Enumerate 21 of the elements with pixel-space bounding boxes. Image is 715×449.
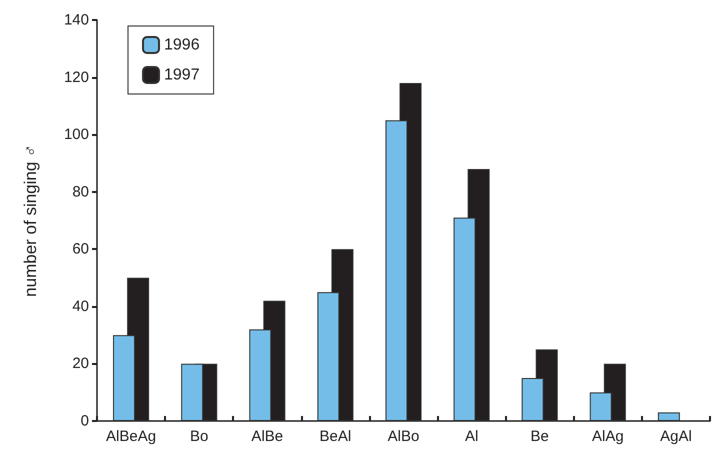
x-tick-label: Bo	[190, 428, 208, 445]
y-tick-label: 120	[64, 68, 89, 86]
bar	[658, 412, 680, 421]
y-tick-label: 80	[72, 183, 89, 200]
y-axis-title: number of singing ♂	[21, 144, 40, 297]
y-tick-label: 60	[72, 240, 89, 258]
legend-label: 1997	[164, 66, 200, 84]
x-tick-label: Be	[530, 428, 549, 445]
x-tick-label: AgAl	[660, 428, 692, 445]
y-tick-label: 140	[64, 12, 89, 28]
y-tick-label: 100	[64, 126, 89, 144]
x-tick-label: AlAg	[592, 428, 624, 445]
y-tick-label: 0	[80, 412, 89, 430]
y-tick-label: 40	[72, 298, 89, 315]
legend-label: 1996	[164, 36, 200, 54]
y-tick-label: 20	[72, 355, 89, 372]
x-tick-label: AlBeAg	[106, 428, 156, 445]
x-tick-label: AlBo	[388, 428, 420, 445]
x-tick-label: BeAl	[320, 428, 352, 445]
x-tick-label: Al	[464, 428, 478, 445]
x-tick-label: AlBe	[251, 428, 284, 445]
